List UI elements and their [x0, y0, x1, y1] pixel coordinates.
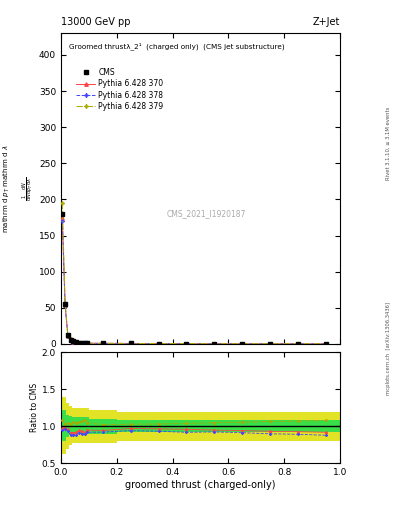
Y-axis label: mathrm d$^2$N
mathrm d $p_T$ mathrm d $\lambda$

$\frac{1}{\mathrm{d}N}\frac{\ma: mathrm d$^2$N mathrm d $p_T$ mathrm d $\…	[0, 144, 36, 233]
Pythia 6.428 378	[240, 340, 244, 347]
Pythia 6.428 370	[324, 340, 329, 347]
Pythia 6.428 379	[71, 338, 76, 345]
Text: mcplots.cern.ch  [arXiv:1306.3436]: mcplots.cern.ch [arXiv:1306.3436]	[386, 302, 391, 395]
Pythia 6.428 379	[60, 200, 65, 206]
Pythia 6.428 370	[66, 333, 70, 339]
Pythia 6.428 378	[184, 340, 189, 347]
Pythia 6.428 370	[212, 340, 217, 347]
Pythia 6.428 379	[184, 340, 189, 347]
Pythia 6.428 370	[128, 340, 133, 347]
Pythia 6.428 379	[79, 340, 84, 346]
Text: CMS_2021_I1920187: CMS_2021_I1920187	[166, 209, 246, 218]
Pythia 6.428 378	[79, 340, 84, 346]
Pythia 6.428 378	[60, 218, 65, 224]
Pythia 6.428 379	[296, 340, 300, 347]
Pythia 6.428 378	[212, 340, 217, 347]
Pythia 6.428 379	[101, 340, 105, 347]
Pythia 6.428 379	[82, 340, 87, 346]
Pythia 6.428 370	[60, 215, 65, 221]
CMS	[212, 340, 217, 347]
CMS	[82, 340, 87, 346]
Pythia 6.428 379	[128, 340, 133, 347]
Pythia 6.428 379	[212, 340, 217, 347]
Pythia 6.428 378	[63, 303, 68, 309]
Pythia 6.428 370	[71, 338, 76, 345]
Pythia 6.428 370	[68, 337, 73, 343]
Line: CMS: CMS	[61, 212, 328, 346]
Pythia 6.428 379	[268, 340, 273, 347]
Pythia 6.428 378	[324, 341, 329, 347]
Pythia 6.428 379	[240, 340, 244, 347]
Text: Groomed thrustλ_2¹  (charged only)  (CMS jet substructure): Groomed thrustλ_2¹ (charged only) (CMS j…	[69, 42, 285, 50]
Pythia 6.428 379	[68, 336, 73, 343]
Pythia 6.428 378	[74, 339, 79, 346]
Pythia 6.428 370	[296, 340, 300, 347]
Pythia 6.428 378	[71, 338, 76, 345]
Pythia 6.428 378	[82, 340, 87, 346]
Pythia 6.428 379	[77, 339, 81, 346]
CMS	[156, 340, 161, 347]
CMS	[68, 336, 73, 343]
Pythia 6.428 370	[79, 340, 84, 346]
Pythia 6.428 370	[85, 340, 90, 346]
Pythia 6.428 378	[68, 337, 73, 343]
Pythia 6.428 378	[156, 340, 161, 347]
Pythia 6.428 370	[240, 340, 244, 347]
Line: Pythia 6.428 378: Pythia 6.428 378	[60, 219, 328, 346]
CMS	[79, 340, 84, 346]
Pythia 6.428 378	[85, 340, 90, 347]
Pythia 6.428 370	[184, 340, 189, 347]
Pythia 6.428 370	[74, 339, 79, 346]
Pythia 6.428 370	[101, 340, 105, 347]
Pythia 6.428 379	[85, 340, 90, 346]
CMS	[240, 340, 244, 347]
Line: Pythia 6.428 370: Pythia 6.428 370	[61, 216, 328, 346]
Pythia 6.428 378	[128, 340, 133, 347]
Pythia 6.428 378	[296, 340, 300, 347]
CMS	[268, 340, 273, 347]
Pythia 6.428 378	[77, 339, 81, 346]
Pythia 6.428 379	[74, 339, 79, 345]
Legend: CMS, Pythia 6.428 370, Pythia 6.428 378, Pythia 6.428 379: CMS, Pythia 6.428 370, Pythia 6.428 378,…	[73, 65, 167, 114]
CMS	[324, 340, 329, 347]
Pythia 6.428 370	[82, 340, 87, 346]
Pythia 6.428 370	[268, 340, 273, 347]
Pythia 6.428 379	[156, 340, 161, 347]
CMS	[63, 301, 68, 307]
Pythia 6.428 370	[77, 339, 81, 346]
Pythia 6.428 379	[66, 332, 70, 338]
CMS	[60, 211, 65, 217]
CMS	[184, 340, 189, 347]
Pythia 6.428 378	[66, 333, 70, 339]
Pythia 6.428 378	[268, 340, 273, 347]
CMS	[74, 339, 79, 345]
CMS	[128, 340, 133, 347]
Line: Pythia 6.428 379: Pythia 6.428 379	[60, 201, 328, 346]
Pythia 6.428 379	[63, 300, 68, 306]
Pythia 6.428 378	[101, 340, 105, 347]
Y-axis label: Ratio to CMS: Ratio to CMS	[30, 383, 39, 433]
Text: 13000 GeV pp: 13000 GeV pp	[61, 16, 130, 27]
Pythia 6.428 370	[156, 340, 161, 347]
CMS	[66, 332, 70, 338]
X-axis label: groomed thrust (charged-only): groomed thrust (charged-only)	[125, 480, 275, 490]
CMS	[296, 340, 300, 347]
Pythia 6.428 379	[324, 340, 329, 347]
CMS	[101, 340, 105, 347]
Text: Z+Jet: Z+Jet	[312, 16, 340, 27]
CMS	[71, 338, 76, 345]
Pythia 6.428 370	[63, 302, 68, 308]
CMS	[77, 339, 81, 346]
Text: Rivet 3.1.10, ≥ 3.1M events: Rivet 3.1.10, ≥ 3.1M events	[386, 106, 391, 180]
CMS	[85, 340, 90, 346]
